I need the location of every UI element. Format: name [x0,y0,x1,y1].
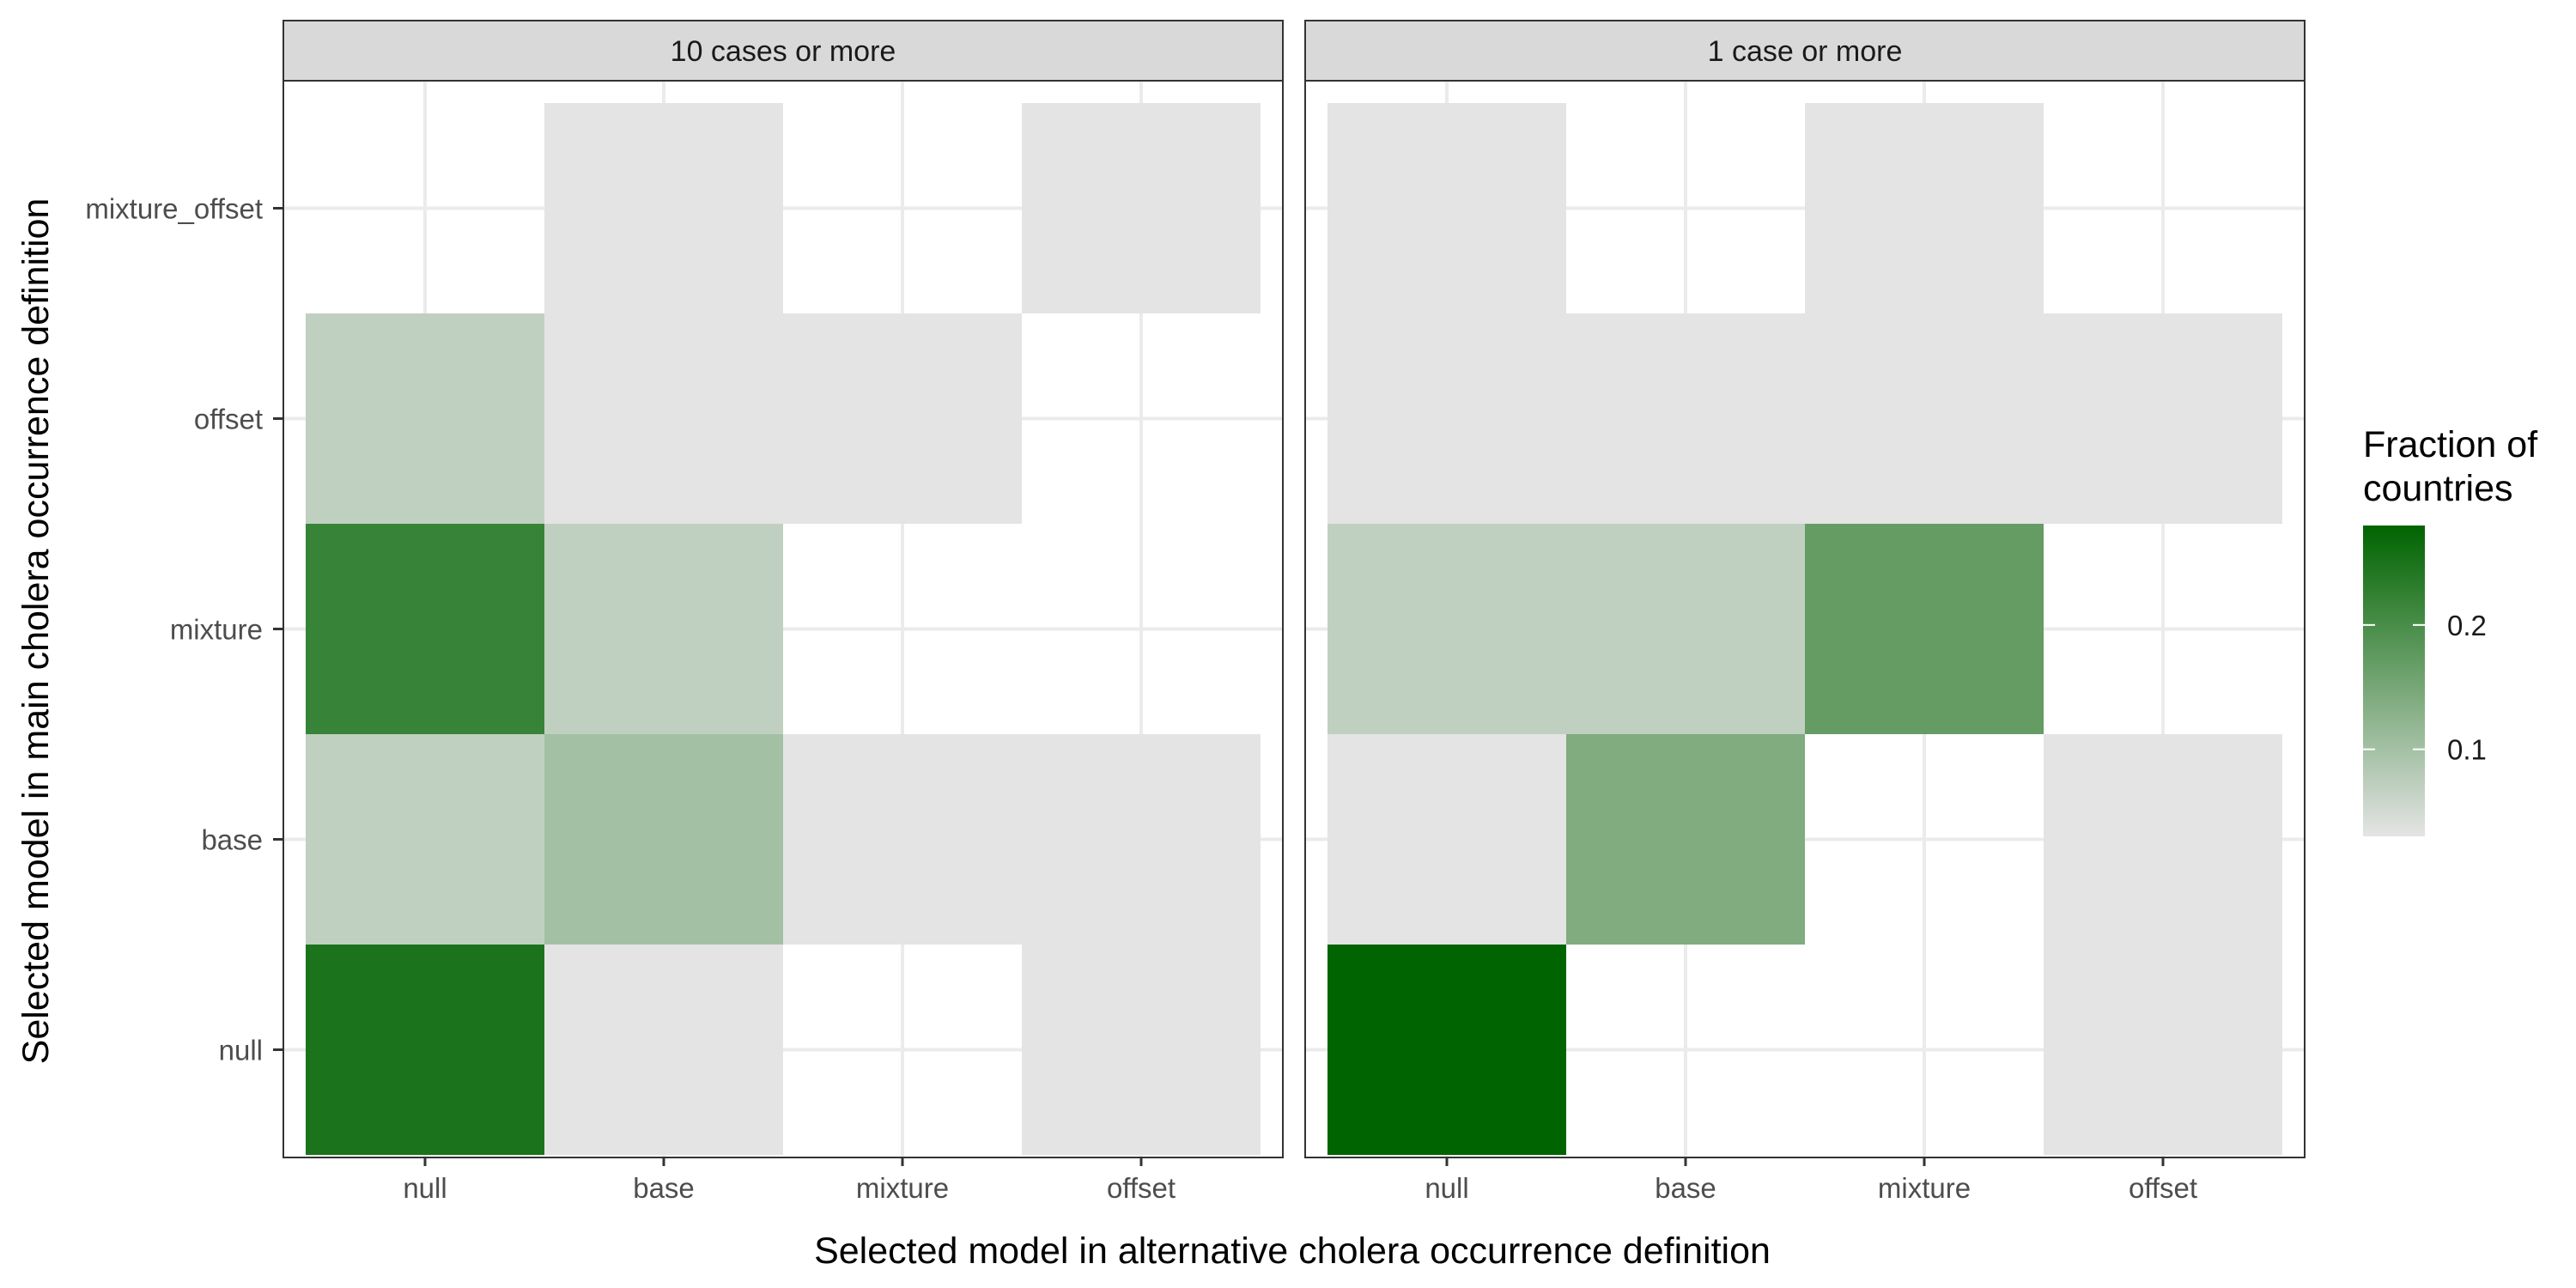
heatmap-cell [1805,524,2044,734]
legend-tick-label: 0.1 [2447,734,2487,766]
heatmap-cell [783,734,1022,945]
x-tick-label: base [1655,1172,1716,1204]
heatmap-cell [544,945,783,1155]
heatmap-cell [1327,313,1566,524]
y-tick-label: null [219,1035,263,1066]
heatmap-cell [2044,313,2282,524]
heatmap-cell [1805,103,2044,313]
x-tick-label: null [1425,1172,1468,1204]
heatmap-cell [1022,734,1261,945]
y-tick-label: base [201,824,263,856]
heatmap-cell [1022,945,1261,1155]
x-tick-label: offset [1107,1172,1176,1204]
heatmap-cell [1327,103,1566,313]
x-axis-title: Selected model in alternative cholera oc… [814,1230,1771,1272]
y-tick-label: mixture [170,614,263,646]
heatmap-cell [306,313,544,524]
heatmap-cell [783,313,1022,524]
facet-panel-1: 10 cases or more null base mixture offset [283,21,1283,1204]
facet-panel-2: 1 case or more null base mixture offset [1305,21,2305,1204]
heatmap-cell [2044,945,2282,1155]
heatmap-cell [1327,734,1566,945]
x-tick-label: null [403,1172,447,1204]
x-tick-label: base [633,1172,695,1204]
legend-title-line: Fraction of [2363,424,2538,465]
heatmap-cell [544,103,783,313]
y-tick-label: mixture_offset [85,193,263,225]
heatmap-cell [1022,103,1261,313]
y-axis-title: Selected model in main cholera occurrenc… [15,198,57,1065]
heatmap-cell [1566,734,1805,945]
heatmap-cell [544,313,783,524]
heatmap-cell [306,734,544,945]
heatmap-cell [306,524,544,734]
heatmap-cell [2044,734,2282,945]
legend-tick-label: 0.2 [2447,610,2487,641]
y-tick-label: offset [194,404,263,435]
heatmap-cell [306,945,544,1155]
y-axis: null base mixture offset mixture_offset [85,193,283,1066]
heatmap-cell [1566,313,1805,524]
heatmap-cell [1805,313,2044,524]
heatmap-cell [544,734,783,945]
x-tick-label: mixture [856,1172,949,1204]
facet-strip-label: 10 cases or more [671,35,896,68]
legend-colorbar [2363,526,2425,836]
facet-strip-label: 1 case or more [1708,35,1903,68]
heatmap-cell [1566,524,1805,734]
heatmap-cell [1327,524,1566,734]
heatmap-cell [544,524,783,734]
heatmap-cell [1327,945,1566,1155]
legend-title-line: countries [2363,468,2512,509]
x-tick-label: mixture [1878,1172,1971,1204]
x-tick-label: offset [2129,1172,2197,1204]
